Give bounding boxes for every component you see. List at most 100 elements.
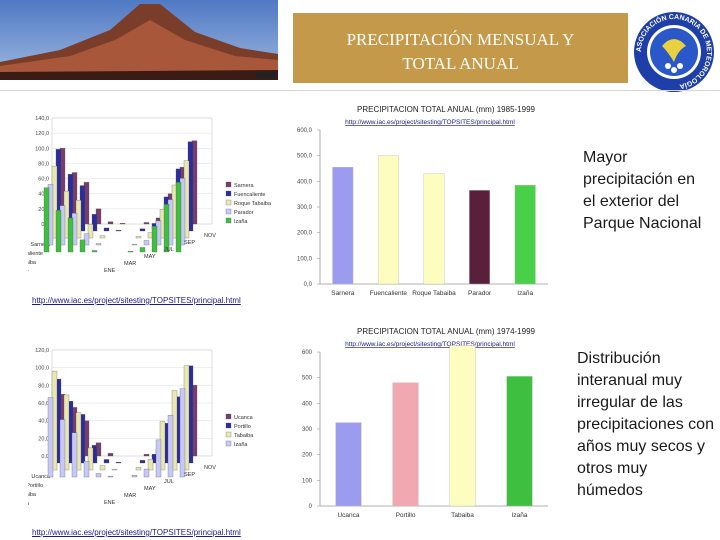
bar-roquetabaiba-7 <box>135 236 142 239</box>
legend-swatch <box>225 440 232 447</box>
bar-tabaiba-4 <box>99 465 106 471</box>
bar-ucanca-4 <box>107 453 114 457</box>
title-line-2: TOTAL ANUAL <box>402 54 519 73</box>
x-tick-label: Parador <box>468 290 492 297</box>
y-tick-label: 120,0 <box>35 131 49 137</box>
monthly-3d-chart-1974: 0,0 20,0 40,0 60,0 80,0 100,0 120,0 Ucanca Porti… <box>28 344 272 524</box>
bar-izaa <box>514 184 536 285</box>
x-tick-label: Izaña <box>512 512 528 519</box>
bar-izaa-7 <box>127 251 134 253</box>
bar-tabaiba-3 <box>87 447 94 471</box>
bar-fuencaliente <box>377 155 399 285</box>
legend-label: Izaña <box>234 219 248 225</box>
y-tick-label: 80,0 <box>38 161 49 167</box>
bar-izaa-9 <box>151 226 158 253</box>
y-tick-label: 20,0 <box>38 436 49 442</box>
bar-izaa-1 <box>55 210 62 253</box>
side-note-top: Mayor precipitación en el exterior del P… <box>583 149 702 232</box>
bar-izaa-10 <box>163 204 170 253</box>
month-label: JUL <box>164 479 174 485</box>
bar-roquetabaiba-4 <box>99 235 106 239</box>
bar-parador-4 <box>95 243 102 246</box>
title-line-1: PRECIPITACIÓN MENSUAL Y <box>346 30 575 49</box>
bar-roquetabaiba <box>423 173 445 285</box>
bar-izaa-4 <box>91 250 98 253</box>
bar-izaa-3 <box>79 239 86 253</box>
chart-title: PRECIPITACION TOTAL ANUAL (mm) 1974-1999 <box>357 327 536 336</box>
bar-tabaiba-7 <box>135 467 142 471</box>
y-tick-label: 200,0 <box>297 231 313 237</box>
bar-tabaiba-5 <box>111 468 118 471</box>
bar-portillo <box>392 382 419 507</box>
legend-swatch <box>225 181 232 188</box>
title-background <box>293 13 628 83</box>
legend-swatch <box>225 422 232 429</box>
legend-label: Fuencaliente <box>234 192 266 198</box>
y-tick-label: 100 <box>302 478 313 484</box>
bar-parador-8 <box>143 240 150 246</box>
annual-total-chart-1985: PRECIPITACION TOTAL ANUAL (mm) 1985-1999… <box>276 100 558 300</box>
bar-izaa-2 <box>71 432 78 478</box>
month-label: ENE <box>104 500 116 506</box>
y-tick-label: 40,0 <box>38 419 49 425</box>
bar-sarnera-4 <box>107 221 114 225</box>
bar-izaa-8 <box>139 247 146 253</box>
y-tick-label: 60,0 <box>38 177 49 183</box>
bar-fuencaliente-5 <box>115 230 122 232</box>
bar-fuencaliente-3 <box>91 214 98 232</box>
bar-parador-7 <box>131 244 138 246</box>
legend-swatch <box>225 199 232 206</box>
y-tick-label: 40,0 <box>38 192 49 198</box>
y-tick-label: 300,0 <box>297 205 313 211</box>
bar-izaa-9 <box>155 439 162 478</box>
x-tick-label: Tabaiba <box>451 512 474 519</box>
month-label: NOV <box>204 465 216 471</box>
legend-label: Roque Tabaiba <box>234 201 272 207</box>
bar-izaa-4 <box>95 473 102 478</box>
x-tick-label: Izaña <box>517 290 533 297</box>
legend-label: Izaña <box>234 442 248 448</box>
legend-swatch <box>225 208 232 215</box>
y-tick-label: 100,0 <box>35 146 49 152</box>
bar-izaa-1 <box>59 419 66 478</box>
source-link-monthly-1[interactable]: http://www.iac.es/project/sitesting/TOPS… <box>32 296 241 305</box>
bar-izaa-2 <box>67 217 74 253</box>
legend-swatch <box>225 217 232 224</box>
legend-label: Portillo <box>234 424 251 430</box>
bar-izaa-0 <box>47 397 54 478</box>
month-label: MAY <box>144 486 156 492</box>
x-tick-label: Portillo <box>396 512 416 519</box>
y-tick-label: 300 <box>302 427 313 433</box>
y-tick-label: 140,0 <box>35 116 49 122</box>
bar-tabaiba-8 <box>147 459 154 471</box>
side-note-bottom: Distribución interanual muy irregular de… <box>577 350 714 499</box>
series-axis-label: Parador <box>28 269 29 275</box>
y-tick-label: 400,0 <box>297 179 313 185</box>
y-tick-label: 600 <box>302 350 313 356</box>
bar-tabaiba <box>449 345 476 507</box>
bar-izaa-5 <box>107 475 114 478</box>
series-axis-label: Tabaiba <box>28 492 37 498</box>
bar-portillo-7 <box>139 460 146 464</box>
month-label: MAY <box>144 254 156 260</box>
x-tick-label: Fuencaliente <box>370 290 408 297</box>
legend-label: Tabaiba <box>234 433 254 439</box>
y-tick-label: 0 <box>309 504 313 510</box>
bar-sarnera <box>332 167 354 285</box>
source-link-monthly-2[interactable]: http://www.iac.es/project/sitesting/TOPS… <box>32 528 241 537</box>
bar-fuencaliente-7 <box>139 228 146 232</box>
x-tick-label: Sarnera <box>331 290 355 297</box>
bar-izaa-10 <box>167 415 174 478</box>
bar-parador-3 <box>83 233 90 246</box>
bar-izaa-0 <box>43 187 50 253</box>
y-tick-label: 20,0 <box>38 207 49 213</box>
x-tick-label: Roque Tabaiba <box>412 290 456 297</box>
bar-portillo-4 <box>103 459 110 464</box>
month-label: SEP <box>184 240 195 246</box>
y-tick-label: 0,0 <box>304 282 313 288</box>
y-tick-label: 100,0 <box>35 366 49 372</box>
legend-label: Ucanca <box>234 415 254 421</box>
y-tick-label: 600,0 <box>297 128 313 134</box>
series-axis-label: Ucanca <box>31 474 51 480</box>
legend-label: Sarnera <box>234 183 255 189</box>
